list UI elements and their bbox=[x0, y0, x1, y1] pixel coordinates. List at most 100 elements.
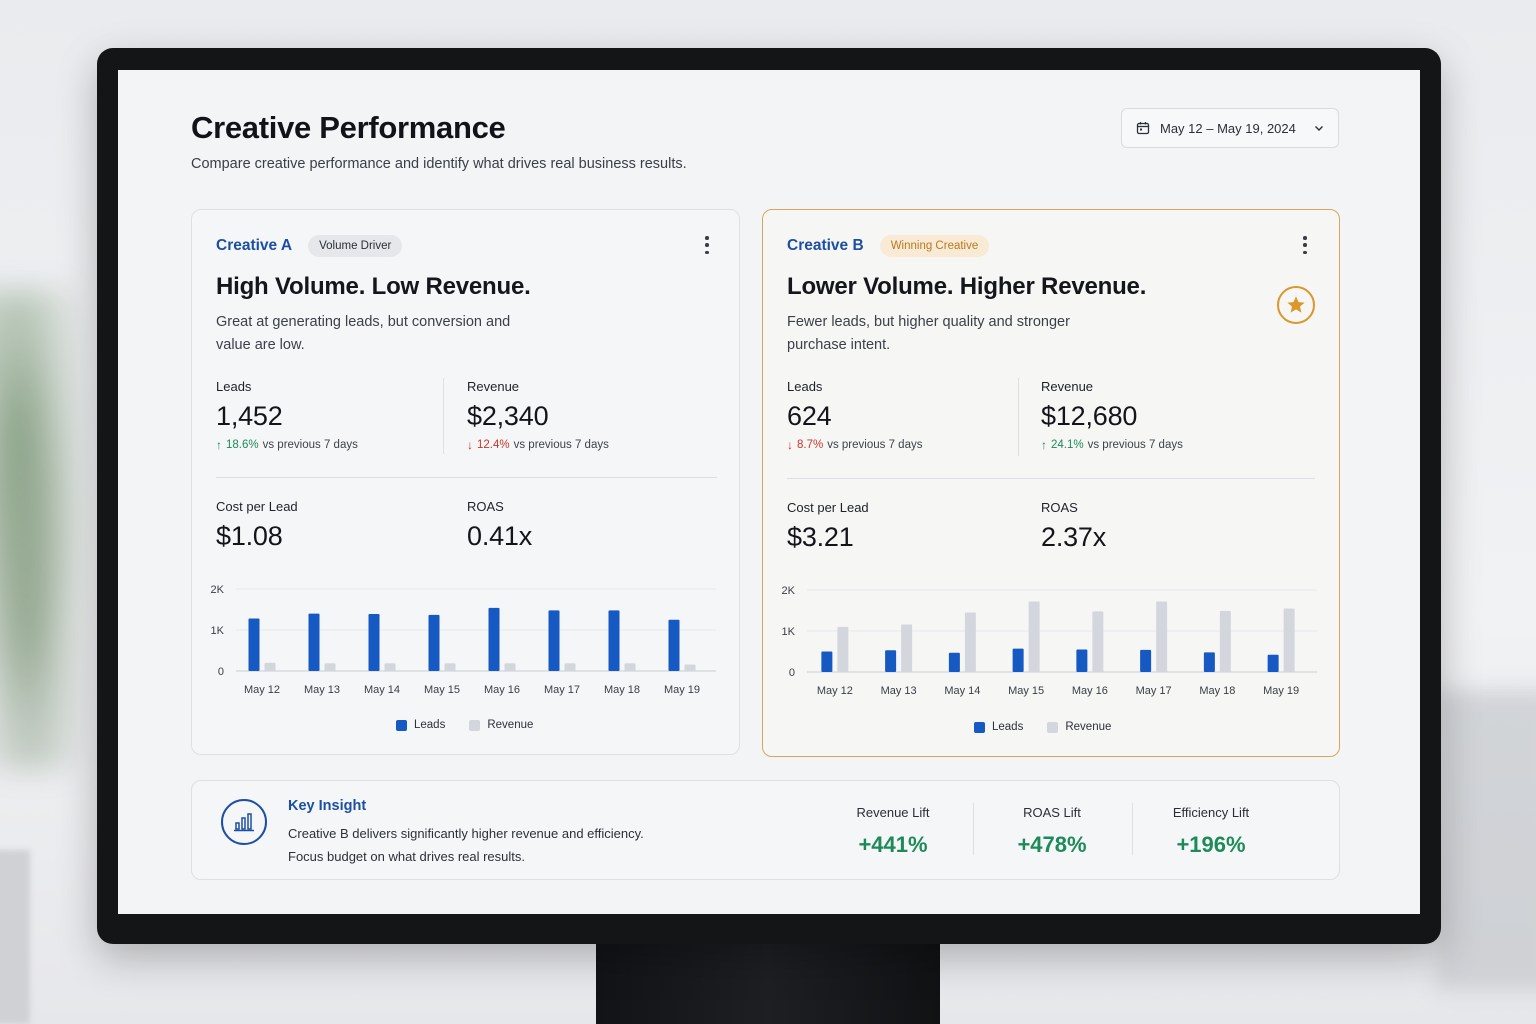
x-tick-label: May 18 bbox=[604, 684, 640, 696]
leads-metric: Leads 624 ↓ 8.7% vs previous 7 days bbox=[787, 379, 922, 452]
bar-revenue bbox=[964, 612, 976, 672]
metric-divider bbox=[443, 378, 444, 454]
lift-label: Revenue Lift bbox=[856, 805, 930, 820]
bar-leads bbox=[608, 610, 620, 671]
background-shelf bbox=[1436, 690, 1536, 990]
revenue-metric: Revenue $2,340 ↓ 12.4% vs previous 7 day… bbox=[467, 379, 609, 452]
bar-leads bbox=[885, 650, 897, 672]
bar-leads bbox=[1012, 648, 1024, 672]
card-title: High Volume. Low Revenue. bbox=[216, 273, 531, 300]
x-tick-label: May 15 bbox=[1008, 685, 1044, 697]
x-tick-label: May 18 bbox=[1199, 685, 1235, 697]
arrow-down-icon: ↓ bbox=[787, 438, 793, 452]
y-tick-label: 2K bbox=[211, 584, 225, 596]
lift-value: +196% bbox=[1176, 832, 1246, 857]
metric-value: 624 bbox=[787, 401, 832, 431]
bar-revenue bbox=[837, 626, 849, 672]
bar-leads bbox=[1267, 654, 1279, 672]
efficiency-lift: Efficiency Lift +196% bbox=[1132, 805, 1290, 858]
bar-leads bbox=[948, 652, 960, 672]
bar-chart-glyph bbox=[234, 813, 254, 832]
metric-label: Cost per Lead bbox=[787, 500, 869, 515]
bar-revenue bbox=[1219, 610, 1231, 672]
y-tick-label: 0 bbox=[789, 667, 795, 679]
delta-value: 8.7% bbox=[797, 439, 824, 451]
x-tick-label: May 16 bbox=[484, 684, 520, 696]
delta-suffix: vs previous 7 days bbox=[262, 439, 358, 451]
metric-value: 0.41x bbox=[467, 521, 533, 551]
lift-divider bbox=[973, 803, 974, 855]
creative-a-bar-chart: 0 1K 2K May 12 May 13 May 14 May 15 May 16 May 1… bbox=[211, 584, 716, 696]
bar-revenue bbox=[504, 663, 516, 671]
insight-text: Creative B delivers significantly higher… bbox=[288, 823, 708, 868]
arrow-up-icon: ↑ bbox=[216, 438, 222, 452]
roas-metric: ROAS 2.37x bbox=[1041, 500, 1106, 553]
x-tick-label: May 19 bbox=[664, 684, 700, 696]
date-range-label: May 12 – May 19, 2024 bbox=[1160, 120, 1296, 136]
legend-label: Revenue bbox=[1065, 721, 1112, 733]
background-plant bbox=[0, 290, 100, 770]
bar-leads bbox=[668, 619, 680, 671]
bar-revenue bbox=[444, 663, 456, 671]
leads-metric: Leads 1,452 ↑ 18.6% vs previous 7 days bbox=[216, 379, 358, 452]
legend-item-leads: Leads bbox=[396, 719, 445, 731]
x-tick-label: May 17 bbox=[544, 684, 580, 696]
bar-leads bbox=[308, 613, 320, 671]
x-tick-label: May 12 bbox=[817, 685, 853, 697]
bar-revenue bbox=[901, 624, 913, 672]
metric-delta: ↓ 8.7% vs previous 7 days bbox=[787, 438, 922, 452]
bar-revenue bbox=[684, 664, 696, 671]
bar-revenue bbox=[1156, 601, 1168, 672]
more-options-icon[interactable] bbox=[704, 236, 710, 254]
y-tick-label: 1K bbox=[211, 625, 225, 637]
x-tick-label: May 14 bbox=[944, 685, 980, 697]
key-insight-panel: Key Insight Creative B delivers signific… bbox=[191, 780, 1340, 880]
legend-item-leads: Leads bbox=[974, 721, 1023, 733]
more-options-icon[interactable] bbox=[1302, 236, 1308, 254]
x-tick-label: May 14 bbox=[364, 684, 400, 696]
chart-legend: Leads Revenue bbox=[974, 721, 1111, 733]
lift-label: ROAS Lift bbox=[1023, 805, 1081, 820]
cost-per-lead-metric: Cost per Lead $1.08 bbox=[216, 499, 298, 552]
lift-value: +441% bbox=[858, 832, 928, 857]
metric-divider bbox=[1018, 378, 1019, 456]
x-tick-label: May 17 bbox=[1136, 685, 1172, 697]
insight-title: Key Insight bbox=[288, 798, 367, 814]
creative-name[interactable]: Creative B bbox=[787, 237, 864, 254]
y-tick-label: 0 bbox=[218, 666, 224, 678]
revenue-metric: Revenue $12,680 ↑ 24.1% vs previous 7 da… bbox=[1041, 379, 1183, 452]
section-divider bbox=[216, 477, 717, 478]
creative-name[interactable]: Creative A bbox=[216, 237, 293, 254]
legend-swatch bbox=[1047, 721, 1059, 733]
cost-per-lead-metric: Cost per Lead $3.21 bbox=[787, 500, 869, 553]
lift-divider bbox=[1132, 803, 1133, 855]
delta-value: 12.4% bbox=[477, 439, 510, 451]
bar-revenue bbox=[384, 663, 396, 671]
delta-value: 24.1% bbox=[1051, 439, 1084, 451]
bar-leads bbox=[1140, 649, 1152, 672]
card-description: Great at generating leads, but conversio… bbox=[216, 314, 511, 353]
bar-revenue bbox=[1028, 601, 1040, 672]
star-glyph bbox=[1287, 296, 1305, 313]
insight-line: Focus budget on what drives real results… bbox=[288, 848, 526, 864]
metric-value: $12,680 bbox=[1041, 401, 1138, 431]
x-tick-label: May 12 bbox=[244, 684, 280, 696]
creative-b-bar-chart: 0 1K 2K May 12 May 13 May 14 May 15 May 16 May 1… bbox=[782, 585, 1317, 697]
bar-leads bbox=[488, 607, 500, 671]
metric-value: 1,452 bbox=[216, 401, 283, 431]
x-tick-label: May 19 bbox=[1263, 685, 1299, 697]
delta-suffix: vs previous 7 days bbox=[1087, 439, 1183, 451]
metric-value: $1.08 bbox=[216, 521, 283, 551]
dashboard-screen: Creative Performance Compare creative pe… bbox=[118, 70, 1420, 914]
bar-revenue bbox=[624, 663, 636, 671]
bar-leads bbox=[1076, 649, 1088, 672]
metric-value: $2,340 bbox=[467, 401, 549, 431]
lift-value: +478% bbox=[1017, 832, 1087, 857]
card-title: Lower Volume. Higher Revenue. bbox=[787, 273, 1147, 300]
date-range-picker[interactable]: May 12 – May 19, 2024 bbox=[1121, 108, 1339, 148]
legend-label: Revenue bbox=[487, 719, 534, 731]
y-tick-label: 1K bbox=[782, 626, 796, 638]
legend-swatch bbox=[469, 719, 481, 731]
page-title: Creative Performance bbox=[191, 110, 506, 145]
legend-swatch bbox=[974, 721, 985, 733]
